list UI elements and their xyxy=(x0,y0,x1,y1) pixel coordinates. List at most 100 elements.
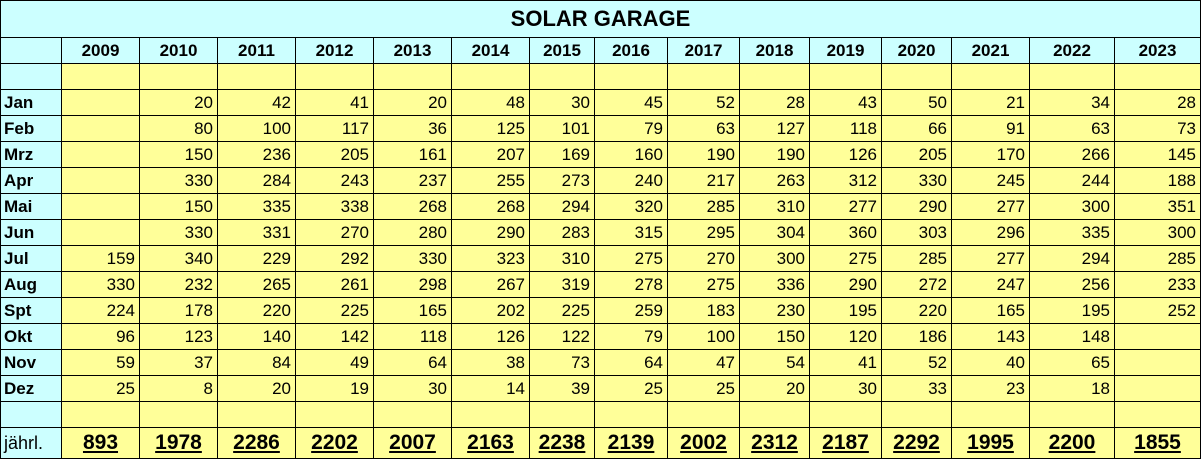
blank-cell xyxy=(882,402,952,428)
value-cell: 49 xyxy=(296,350,374,376)
value-cell: 300 xyxy=(1115,220,1201,246)
value-cell: 140 xyxy=(218,324,296,350)
value-cell: 272 xyxy=(882,272,952,298)
total-cell: 1995 xyxy=(952,428,1030,459)
value-cell: 268 xyxy=(452,194,530,220)
value-cell: 159 xyxy=(62,246,140,272)
value-cell: 73 xyxy=(1115,116,1201,142)
value-cell: 195 xyxy=(1030,298,1115,324)
value-cell: 285 xyxy=(1115,246,1201,272)
value-cell: 292 xyxy=(296,246,374,272)
year-header: 2019 xyxy=(810,38,882,64)
value-cell: 160 xyxy=(595,142,668,168)
year-header: 2017 xyxy=(668,38,740,64)
total-cell: 2002 xyxy=(668,428,740,459)
value-cell: 224 xyxy=(62,298,140,324)
value-cell: 165 xyxy=(952,298,1030,324)
month-label: Mrz xyxy=(0,142,62,168)
value-cell: 230 xyxy=(740,298,810,324)
value-cell: 186 xyxy=(882,324,952,350)
value-cell: 37 xyxy=(140,350,218,376)
year-header: 2009 xyxy=(62,38,140,64)
value-cell: 8 xyxy=(140,376,218,402)
value-cell: 240 xyxy=(595,168,668,194)
value-cell: 275 xyxy=(810,246,882,272)
blank-cell xyxy=(952,64,1030,90)
value-cell: 30 xyxy=(810,376,882,402)
value-cell: 117 xyxy=(296,116,374,142)
value-cell: 118 xyxy=(810,116,882,142)
blank-cell xyxy=(140,64,218,90)
value-cell: 323 xyxy=(452,246,530,272)
total-cell: 2007 xyxy=(374,428,452,459)
value-cell: 202 xyxy=(452,298,530,324)
blank-cell xyxy=(296,402,374,428)
total-cell: 893 xyxy=(62,428,140,459)
value-cell: 285 xyxy=(668,194,740,220)
value-cell: 225 xyxy=(530,298,595,324)
value-cell: 205 xyxy=(882,142,952,168)
value-cell: 41 xyxy=(810,350,882,376)
value-cell: 52 xyxy=(882,350,952,376)
value-cell xyxy=(62,116,140,142)
value-cell: 220 xyxy=(882,298,952,324)
month-label: Dez xyxy=(0,376,62,402)
value-cell: 265 xyxy=(218,272,296,298)
value-cell: 261 xyxy=(296,272,374,298)
value-cell: 315 xyxy=(595,220,668,246)
blank-cell xyxy=(296,64,374,90)
total-cell: 1855 xyxy=(1115,428,1201,459)
blank-cell xyxy=(374,402,452,428)
value-cell: 335 xyxy=(1030,220,1115,246)
value-cell: 33 xyxy=(882,376,952,402)
value-cell: 244 xyxy=(1030,168,1115,194)
value-cell: 275 xyxy=(668,272,740,298)
value-cell: 330 xyxy=(140,220,218,246)
value-cell: 290 xyxy=(810,272,882,298)
value-cell: 91 xyxy=(952,116,1030,142)
value-cell: 28 xyxy=(740,90,810,116)
value-cell: 145 xyxy=(1115,142,1201,168)
value-cell: 18 xyxy=(1030,376,1115,402)
value-cell: 220 xyxy=(218,298,296,324)
value-cell: 310 xyxy=(740,194,810,220)
month-label: Apr xyxy=(0,168,62,194)
month-label: Okt xyxy=(0,324,62,350)
value-cell: 19 xyxy=(296,376,374,402)
value-cell xyxy=(62,142,140,168)
value-cell: 259 xyxy=(595,298,668,324)
value-cell: 126 xyxy=(452,324,530,350)
value-cell: 150 xyxy=(140,142,218,168)
month-label: Nov xyxy=(0,350,62,376)
value-cell: 30 xyxy=(530,90,595,116)
total-cell: 2200 xyxy=(1030,428,1115,459)
blank-cell xyxy=(0,64,62,90)
month-label: Aug xyxy=(0,272,62,298)
value-cell xyxy=(1115,350,1201,376)
blank-cell xyxy=(668,402,740,428)
value-cell: 148 xyxy=(1030,324,1115,350)
value-cell: 300 xyxy=(740,246,810,272)
value-cell: 183 xyxy=(668,298,740,324)
value-cell: 268 xyxy=(374,194,452,220)
value-cell: 64 xyxy=(374,350,452,376)
corner-cell xyxy=(0,38,62,64)
year-header: 2023 xyxy=(1115,38,1201,64)
value-cell: 20 xyxy=(140,90,218,116)
value-cell: 126 xyxy=(810,142,882,168)
value-cell: 45 xyxy=(595,90,668,116)
value-cell: 150 xyxy=(740,324,810,350)
value-cell: 273 xyxy=(530,168,595,194)
blank-cell xyxy=(62,64,140,90)
value-cell: 54 xyxy=(740,350,810,376)
value-cell: 122 xyxy=(530,324,595,350)
value-cell: 190 xyxy=(668,142,740,168)
value-cell xyxy=(62,90,140,116)
value-cell: 283 xyxy=(530,220,595,246)
value-cell: 270 xyxy=(668,246,740,272)
value-cell: 84 xyxy=(218,350,296,376)
value-cell: 360 xyxy=(810,220,882,246)
value-cell: 20 xyxy=(740,376,810,402)
value-cell: 277 xyxy=(810,194,882,220)
value-cell: 320 xyxy=(595,194,668,220)
